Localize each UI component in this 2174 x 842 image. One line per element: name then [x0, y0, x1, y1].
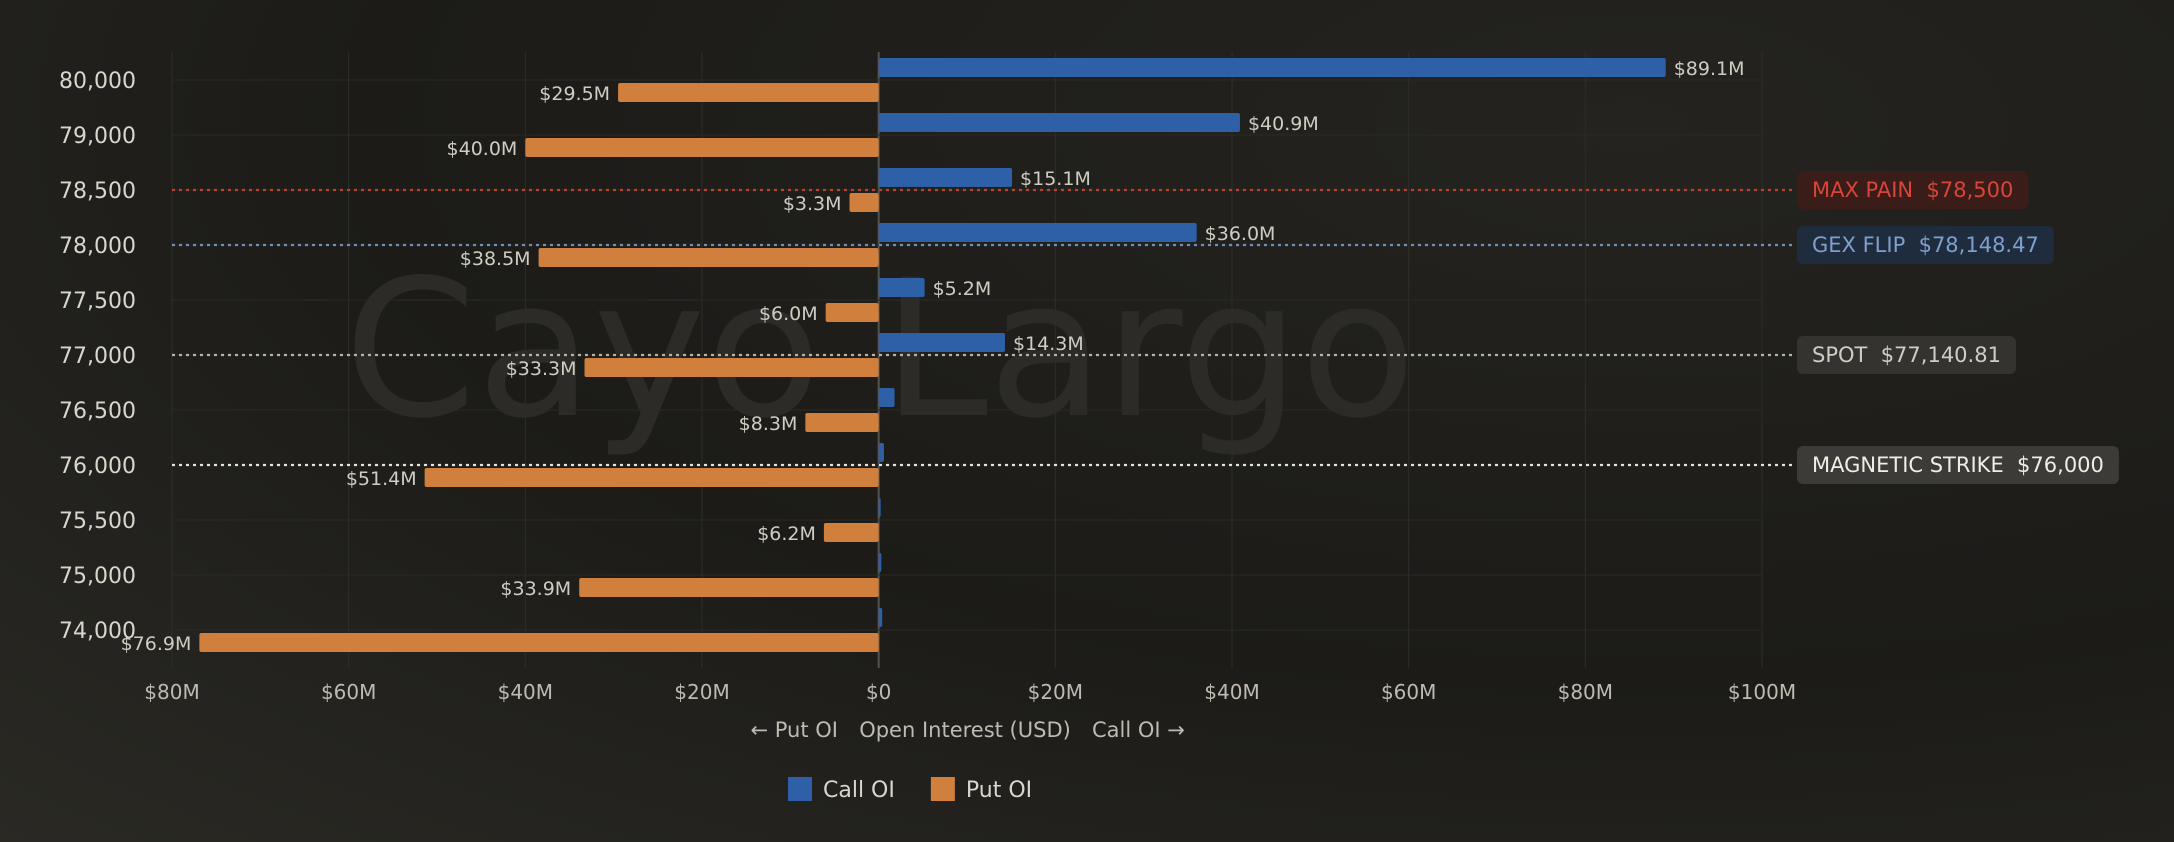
call-label-0: $89.1M — [1674, 58, 1745, 80]
marker-box-2 — [1797, 336, 2016, 374]
y-tick-6: 76,500 — [59, 399, 136, 424]
call-bar-6 — [878, 388, 895, 407]
put-label-8: $6.2M — [757, 523, 816, 545]
marker-badge-3: MAGNETIC STRIKE $76,000 — [1797, 446, 2119, 484]
call-label-2: $15.1M — [1020, 168, 1091, 190]
put-bar-6 — [805, 413, 879, 432]
value-labels: $89.1M $29.5M $40.9M $40.0M $15.1M $3.3M $36.0… — [121, 58, 1745, 655]
marker-box-3 — [1797, 446, 2119, 484]
call-bar-0 — [878, 58, 1666, 77]
x-tick-8: $80M — [1558, 680, 1613, 704]
y-axis-ticks: 80,000 79,000 78,500 78,000 77,500 77,000 76,5… — [59, 69, 136, 644]
marker-box-1 — [1797, 226, 2054, 264]
call-bar-5 — [878, 333, 1005, 352]
put-label-6: $8.3M — [739, 413, 798, 435]
y-tick-0: 80,000 — [59, 69, 136, 94]
put-label-4: $6.0M — [759, 303, 818, 325]
y-tick-8: 75,500 — [59, 509, 136, 534]
x-tick-2: $40M — [498, 680, 553, 704]
put-label-0: $29.5M — [539, 83, 610, 105]
legend-swatch-1 — [930, 777, 955, 801]
x-tick-1: $60M — [321, 680, 376, 704]
put-bar-2 — [849, 193, 879, 212]
call-label-3: $36.0M — [1205, 223, 1276, 245]
call-bar-4 — [878, 278, 925, 297]
x-tick-9: $100M — [1728, 680, 1796, 704]
call-label-4: $5.2M — [933, 278, 992, 300]
call-label-5: $14.3M — [1013, 333, 1084, 355]
put-label-10: $76.9M — [121, 633, 192, 655]
marker-lines — [172, 188, 1796, 467]
put-bar-7 — [424, 468, 879, 487]
put-label-3: $38.5M — [460, 248, 531, 270]
x-tick-5: $20M — [1028, 680, 1083, 704]
y-tick-7: 76,000 — [59, 454, 136, 479]
put-label-7: $51.4M — [346, 468, 417, 490]
marker-badges: MAX PAIN $78,500 GEX FLIP $78,148.47 SPOT … — [1797, 171, 2119, 484]
marker-box-0 — [1797, 171, 2029, 209]
call-bar-2 — [878, 168, 1013, 187]
x-axis-title-left: ← Put OI — [750, 718, 838, 742]
call-bar-1 — [878, 113, 1240, 132]
y-tick-5: 77,000 — [59, 344, 136, 369]
y-tick-9: 75,000 — [59, 564, 136, 589]
put-bar-8 — [823, 523, 879, 542]
put-bar-5 — [584, 358, 879, 377]
call-bar-3 — [878, 223, 1197, 242]
marker-label-2: SPOT $77,140.81 — [1812, 343, 2001, 367]
x-tick-7: $60M — [1381, 680, 1436, 704]
marker-badge-2: SPOT $77,140.81 — [1797, 336, 2016, 374]
bars — [199, 58, 1666, 652]
call-bar-10 — [878, 608, 883, 627]
call-bar-8 — [878, 498, 881, 517]
x-axis-title: ← Put OI Open Interest (USD) Call OI → — [750, 718, 1184, 742]
y-tick-3: 78,000 — [59, 234, 136, 259]
put-bar-0 — [618, 83, 879, 102]
y-tick-1: 79,000 — [59, 124, 136, 149]
marker-label-1: GEX FLIP $78,148.47 — [1812, 233, 2039, 257]
x-tick-6: $40M — [1204, 680, 1259, 704]
marker-badge-1: GEX FLIP $78,148.47 — [1797, 226, 2054, 264]
legend: Call OI Put OI — [788, 777, 1032, 803]
x-axis-ticks: $80M $60M $40M $20M $0 $20M $40M $60M $80M $100M — [144, 680, 1796, 704]
marker-label-0: MAX PAIN $78,500 — [1812, 178, 2013, 202]
put-bar-9 — [579, 578, 879, 597]
x-axis-title-right: Call OI → — [1092, 718, 1185, 742]
x-tick-0: $80M — [144, 680, 199, 704]
put-bar-1 — [525, 138, 879, 157]
put-label-2: $3.3M — [783, 193, 842, 215]
x-tick-4: $0 — [866, 680, 891, 704]
legend-swatch-0 — [788, 777, 812, 801]
put-label-9: $33.9M — [500, 578, 571, 600]
marker-label-3: MAGNETIC STRIKE $76,000 — [1812, 453, 2104, 477]
put-bar-3 — [538, 248, 879, 267]
put-bar-10 — [199, 633, 879, 652]
call-bar-9 — [878, 553, 882, 572]
y-tick-4: 77,500 — [59, 289, 136, 314]
put-bar-4 — [825, 303, 879, 322]
y-tick-10: 74,000 — [59, 619, 136, 644]
legend-label-1: Put OI — [966, 778, 1032, 803]
x-tick-3: $20M — [674, 680, 729, 704]
legend-label-0: Call OI — [823, 778, 895, 803]
x-axis-title-center: Open Interest (USD) — [859, 718, 1071, 742]
call-bar-7 — [878, 443, 884, 462]
marker-badge-0: MAX PAIN $78,500 — [1797, 171, 2029, 209]
y-tick-2: 78,500 — [59, 179, 136, 204]
put-label-5: $33.3M — [506, 358, 577, 380]
put-label-1: $40.0M — [447, 138, 518, 160]
call-label-1: $40.9M — [1248, 113, 1319, 135]
